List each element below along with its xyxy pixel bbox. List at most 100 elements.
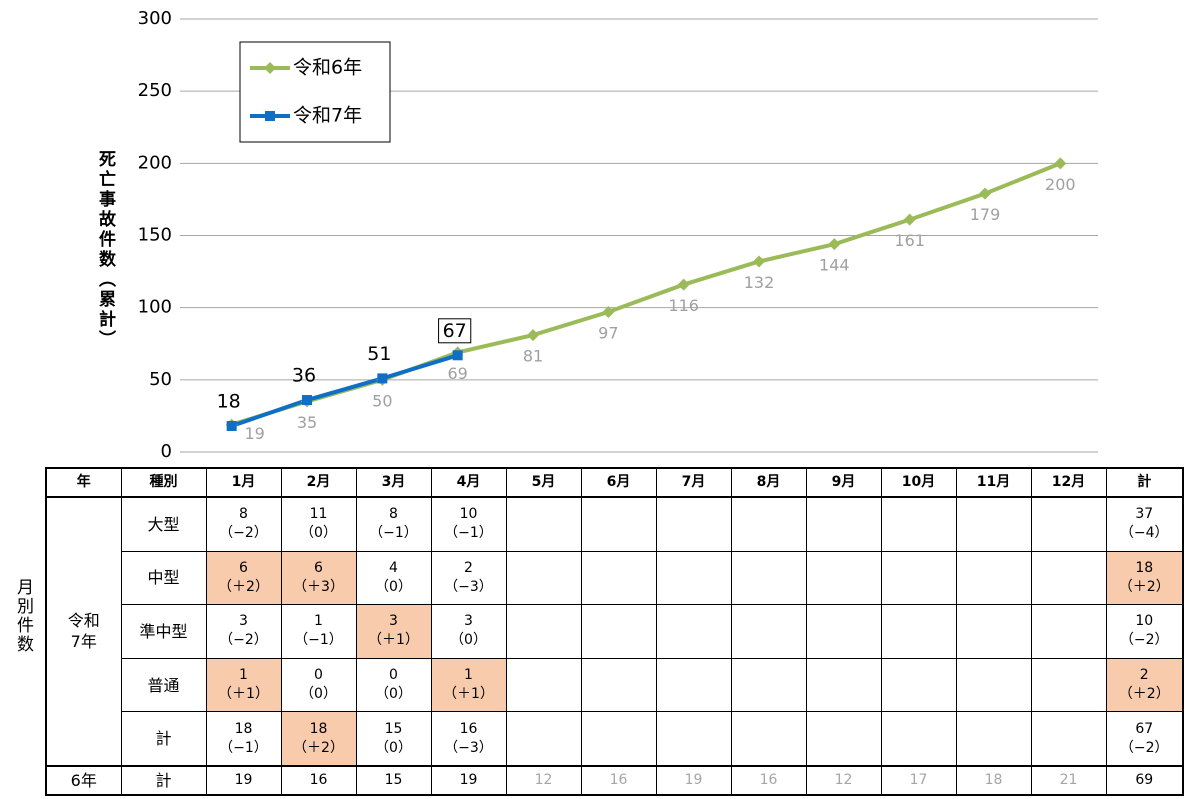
kind-cell: 準中型 (120, 604, 207, 659)
cell-diff: （−1） (294, 632, 343, 649)
cell (805, 711, 882, 767)
cell-diff: （＋3） (293, 578, 344, 595)
cell-value: 4 (389, 559, 398, 576)
marker (828, 238, 841, 251)
cell (655, 550, 732, 606)
cell (955, 550, 1032, 606)
cell-value: 67 (1135, 720, 1154, 737)
cell: 10 （−1） (430, 496, 507, 552)
data-label: 81 (523, 347, 543, 366)
cell-value: 1 (464, 667, 473, 684)
cell (730, 657, 807, 713)
cell-diff: （＋2） (293, 739, 344, 756)
cell: 18 (955, 765, 1032, 796)
group-cell: 令和7年 (45, 496, 122, 767)
data-label: 18 (217, 391, 241, 413)
cell: 1 （＋1） (205, 657, 282, 713)
cell: 37 （−4） (1105, 496, 1184, 552)
cell-diff: （−3） (444, 739, 493, 756)
header-cell: 6月 (580, 467, 657, 498)
marker (302, 395, 312, 406)
cell: 2 （＋2） (1105, 657, 1184, 713)
kind-cell: 計 (120, 711, 207, 767)
series-line (231, 353, 459, 428)
data-label: 132 (744, 273, 775, 292)
cell (805, 657, 882, 713)
cell-value: 8 (389, 506, 398, 523)
cell-value: 16 (459, 720, 478, 737)
cell: 6 （＋2） (205, 550, 282, 606)
data-label: 19 (244, 424, 264, 443)
label-box (438, 318, 472, 344)
cell-value: 3 (389, 613, 398, 630)
header-cell: 5月 (505, 467, 582, 498)
cell (730, 550, 807, 606)
cell (505, 496, 582, 552)
cell-value: 18 (234, 720, 253, 737)
cell: 3 （−2） (205, 604, 282, 659)
cell (955, 496, 1032, 552)
kind-cell: 中型 (120, 550, 207, 606)
cell-value: 6 (239, 559, 248, 576)
cell-diff: （＋2） (1118, 578, 1170, 595)
cell-value: 37 (1135, 506, 1154, 523)
cell (505, 657, 582, 713)
marker (377, 373, 388, 384)
marker (979, 187, 991, 200)
cell (880, 550, 957, 606)
data-label: 67 (443, 320, 467, 342)
cell: 4 （0） (355, 550, 432, 606)
marker (903, 213, 916, 226)
marker (226, 421, 237, 432)
cell (655, 711, 732, 767)
kind-cell: 計 (120, 765, 207, 796)
cell (805, 496, 882, 552)
y-tick-label: 0 (161, 441, 172, 462)
cell: 16 （−3） (430, 711, 507, 767)
data-row: 計 18 （−1） 18 （＋2） 15 （0） 16 （−3） 67 （−2） (46, 711, 1184, 767)
cell (580, 550, 657, 606)
data-label: 69 (447, 364, 467, 383)
cell-value: 12 (534, 772, 553, 789)
cell (805, 604, 882, 659)
cell: 15 (355, 765, 432, 796)
header-cell: 12月 (1030, 467, 1107, 498)
chart: 死亡事故件数（累計） 0 50 100 150 200 250 300 19 35 50 69 81 9… (95, 8, 1098, 462)
kind-cell: 普通 (120, 657, 207, 713)
cell: 17 (880, 765, 957, 796)
cell (1030, 657, 1107, 713)
cell-diff: （−1） (369, 525, 418, 542)
cell-value: 21 (1059, 772, 1078, 789)
cell-value: 1 (314, 613, 323, 630)
data-label: 35 (297, 413, 317, 432)
marker (452, 350, 463, 361)
cell-value: 15 (384, 720, 403, 737)
marker (753, 255, 765, 268)
cell: 18 （−1） (205, 711, 282, 767)
cell-diff: （−1） (444, 525, 493, 542)
cell-value: 0 (389, 667, 398, 684)
cell: 1 （＋1） (430, 657, 507, 713)
cell (955, 604, 1032, 659)
legend-label: 令和6年 (293, 57, 362, 79)
data-label: 51 (367, 343, 391, 365)
cell (1030, 496, 1107, 552)
cell-value: 16 (759, 772, 778, 789)
cell: 11 （0） (280, 496, 357, 552)
cell-value: 17 (909, 772, 928, 789)
cell-diff: （−1） (219, 739, 268, 756)
cell-diff: （−2） (219, 525, 268, 542)
cell-value: 18 (984, 772, 1003, 789)
cell (655, 657, 732, 713)
marker (527, 329, 539, 342)
cell-diff: （0） (375, 686, 412, 703)
y-tick-label: 50 (149, 369, 172, 390)
cell-value: 18 (309, 720, 328, 737)
kind-cell: 大型 (120, 496, 207, 552)
data-label: 50 (372, 391, 392, 410)
data-row: 令和7年 大型 8 （−2） 11 （0） 8 （−1） 10 （−1） 37 （−4） (45, 496, 1184, 767)
cell-value: 8 (239, 506, 248, 523)
cell-value: 19 (684, 772, 703, 789)
cell (1030, 550, 1107, 606)
cell-value: 6 (314, 559, 323, 576)
